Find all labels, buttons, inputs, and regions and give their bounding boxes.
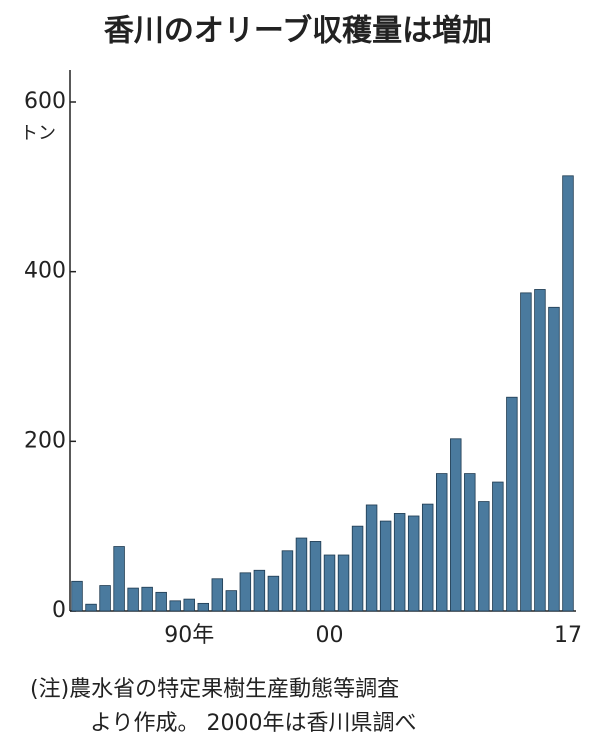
x-tick-label: 00 — [316, 623, 344, 648]
x-tick-label: 90年 — [164, 623, 214, 648]
note: より作成。 2000年は香川県調べ — [90, 711, 417, 736]
bar — [253, 569, 266, 612]
bar — [295, 537, 308, 612]
y-tick-label: 0 — [52, 598, 66, 623]
note: (注)農水省の特定果樹生産動態等調査 — [30, 677, 399, 702]
bar — [281, 550, 294, 612]
bar — [85, 603, 97, 612]
bar — [436, 473, 448, 612]
bar — [99, 585, 111, 612]
bar — [548, 306, 560, 612]
bar — [393, 513, 406, 612]
bar — [450, 438, 462, 612]
bar — [351, 525, 364, 612]
bar — [197, 602, 209, 612]
bar — [520, 292, 532, 612]
bar — [478, 501, 490, 612]
bar — [337, 554, 350, 612]
bar — [365, 504, 378, 612]
bar — [534, 289, 546, 612]
bar — [379, 520, 392, 612]
bar — [309, 541, 322, 612]
bar — [562, 175, 574, 612]
bar — [323, 554, 336, 612]
bar — [225, 590, 238, 612]
y-tick-label: 600 — [24, 89, 66, 114]
chart-title: 香川のオリーブ収穫量は増加 — [104, 14, 492, 49]
y-unit: トン — [20, 123, 56, 144]
bar — [113, 546, 125, 612]
y-tick-label: 400 — [24, 259, 66, 284]
bar — [464, 473, 476, 612]
bar — [421, 503, 434, 612]
x-tick-label: 17 — [554, 623, 582, 648]
bar — [169, 600, 181, 612]
bar — [141, 586, 153, 612]
bar — [506, 396, 518, 612]
y-tick-label: 200 — [24, 428, 66, 453]
bar — [71, 580, 83, 612]
bar — [155, 591, 167, 612]
bar — [239, 572, 252, 612]
bar — [267, 575, 280, 612]
bar — [183, 598, 195, 612]
bar — [127, 587, 139, 612]
bar — [407, 515, 420, 612]
bar — [211, 578, 224, 612]
bar — [492, 481, 504, 612]
